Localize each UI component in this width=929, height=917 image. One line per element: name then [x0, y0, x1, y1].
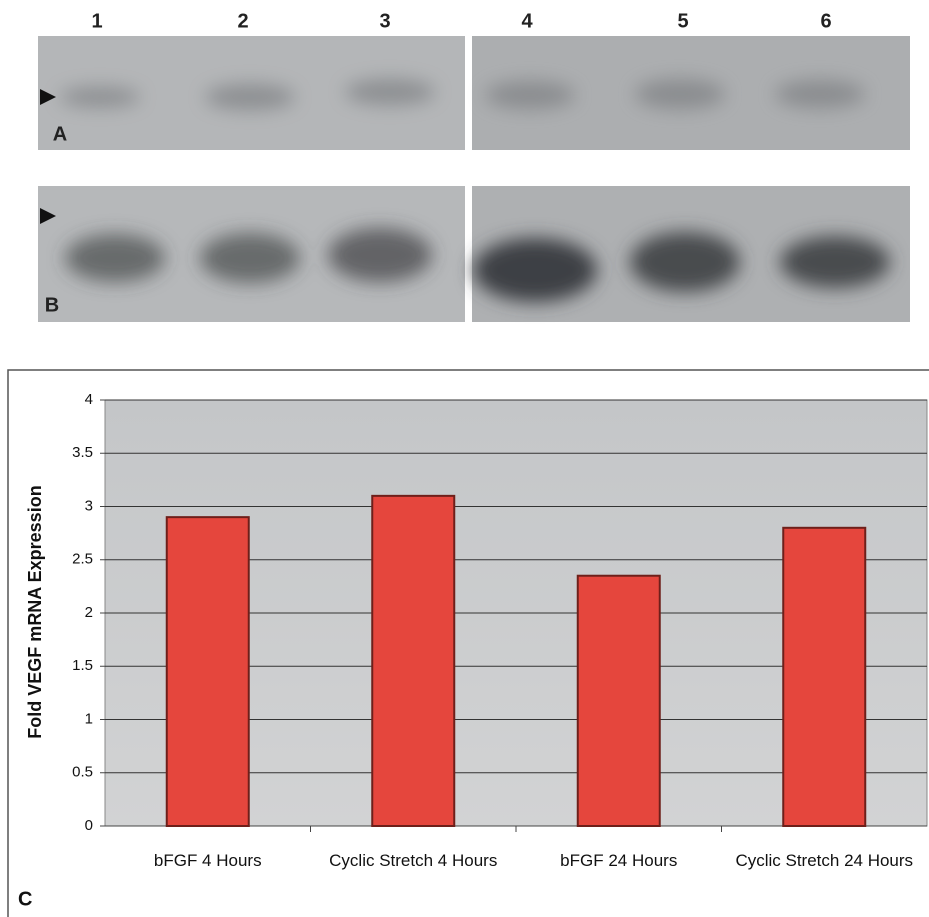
y-tick-label: 3 [85, 497, 93, 514]
blot-a [38, 36, 910, 150]
x-tick-label: Cyclic Stretch 4 Hours [323, 847, 503, 874]
bar [167, 517, 249, 826]
lane-label: 1 [91, 10, 102, 32]
y-tick-label: 0.5 [72, 764, 93, 781]
panel-label: A [53, 123, 67, 145]
x-tick-label: bFGF 4 Hours [118, 847, 298, 874]
page: {"blot": {"lanes": ["1", "2", "3", "4", … [0, 0, 929, 917]
lane-label: 2 [237, 10, 248, 32]
panel-label: C [18, 888, 32, 910]
y-axis-label: Fold VEGF mRNA Expression [25, 485, 45, 738]
x-tick-label: Cyclic Stretch 24 Hours [734, 847, 914, 874]
panel-label: B [45, 294, 59, 316]
bar [578, 576, 660, 826]
lane-label: 3 [379, 10, 390, 32]
bar [783, 528, 865, 826]
y-tick-label: 0 [85, 817, 93, 834]
figure: A B C Fold VEGF mRNA Expression 1 2 3 4 5 6 0 0… [0, 0, 929, 917]
y-tick-label: 4 [85, 391, 93, 408]
bar [372, 496, 454, 826]
y-tick-label: 2.5 [72, 551, 93, 568]
y-tick-label: 1.5 [72, 657, 93, 674]
lane-label: 4 [521, 10, 533, 32]
y-tick-label: 2 [85, 604, 93, 621]
lane-label: 6 [820, 10, 831, 32]
y-tick-label: 3.5 [72, 444, 93, 461]
blot-b [38, 186, 910, 322]
x-tick-label: bFGF 24 Hours [529, 847, 709, 874]
y-tick-label: 1 [85, 710, 93, 727]
lane-label: 5 [677, 10, 688, 32]
